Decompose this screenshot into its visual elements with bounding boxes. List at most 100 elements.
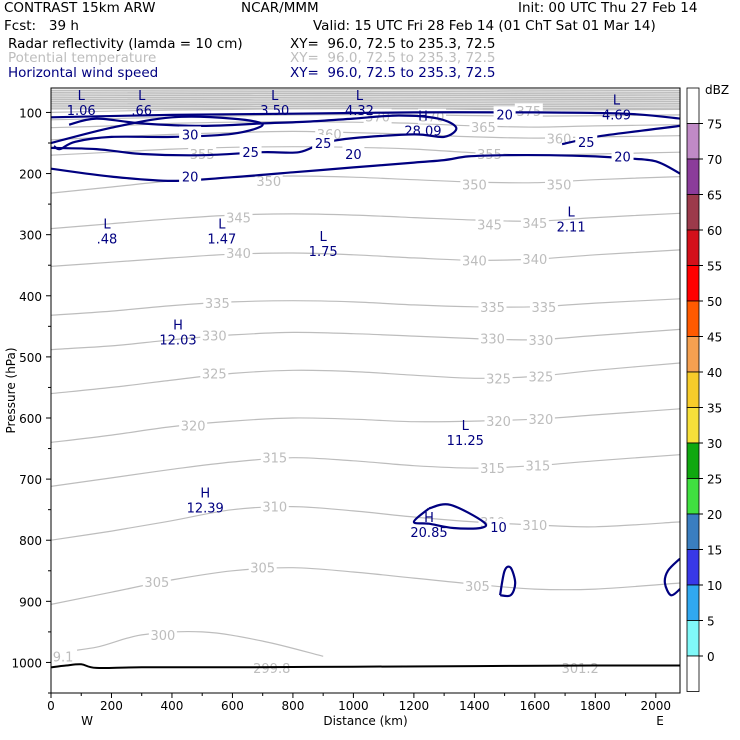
colorbar-swatch (686, 442, 700, 479)
theta-label-bg (529, 298, 558, 314)
wind-label: 30 (182, 128, 199, 143)
extremum-value: 28.09 (404, 124, 441, 139)
theta-label: 345 (226, 212, 251, 227)
colorbar-label: 20 (707, 508, 722, 522)
wind-label-bg (575, 133, 598, 149)
theta-label: 320 (486, 415, 511, 430)
wind-label: 20 (182, 171, 199, 186)
theta-label: 350 (256, 175, 281, 190)
y-tick-label: 900 (19, 595, 42, 609)
x-tick-label: 0 (47, 699, 55, 713)
colorbar-swatch (686, 371, 700, 408)
theta-label-bg (260, 498, 289, 514)
theta-label-bg (200, 365, 229, 381)
theta-label-bg (545, 130, 574, 146)
theta-label: 9.1 (53, 650, 74, 665)
colorbar-label: 75 (707, 118, 722, 132)
extremum-value: 11.25 (447, 434, 484, 449)
theta-label: 300 (150, 629, 175, 644)
colorbar-unit: dBZ (705, 83, 729, 97)
extremum-L: L (218, 218, 226, 233)
extremum-value: .48 (97, 233, 118, 248)
theta-label-bg (514, 103, 543, 119)
theta-isentrope-upper (51, 103, 680, 106)
colorbar-swatch (686, 407, 700, 444)
wind-isotach-25 (51, 114, 458, 157)
theta-label: 315 (262, 452, 287, 467)
theta-isentrope-upper (51, 100, 680, 103)
colorbar-swatch (686, 300, 700, 337)
theta-label: 320 (528, 413, 553, 428)
wind-isotach-20 (412, 503, 488, 530)
theta-label: 315 (480, 462, 505, 477)
field-wind-xy: XY= 96.0, 72.5 to 235.3, 72.5 (290, 65, 496, 81)
theta-isentrope-upper (51, 101, 680, 104)
theta-isentrope-370 (51, 114, 680, 121)
theta-label-bg (248, 559, 277, 575)
colorbar-label: 10 (707, 579, 722, 593)
theta-label-bg (188, 146, 217, 161)
theta-label-bg (484, 370, 513, 386)
theta-isentrope-upper (51, 90, 680, 93)
y-tick-label: 800 (19, 534, 42, 548)
theta-label: 335 (480, 301, 505, 316)
theta-label: 315 (525, 460, 550, 475)
theta-isentrope-320 (51, 408, 680, 443)
wind-isotach (499, 565, 517, 598)
colorbar-label: 35 (707, 402, 722, 416)
extremum-L: L (613, 94, 621, 109)
wind-label-bg (342, 146, 365, 161)
theta-label: 325 (486, 372, 511, 387)
colorbar-swatch (686, 584, 700, 621)
extremum-value: .66 (131, 104, 152, 119)
theta-isentrope-upper (51, 92, 680, 95)
theta-label-bg (460, 252, 489, 268)
x-end-label-east: E (656, 714, 664, 728)
theta-label: 345 (477, 218, 502, 233)
extremum-value: 12.39 (187, 501, 224, 516)
theta-isentrope-330 (51, 328, 680, 351)
y-tick-label: 300 (19, 229, 42, 243)
theta-label: 340 (226, 247, 251, 262)
theta-label-bg (179, 417, 208, 433)
x-axis-label: Distance (km) (323, 714, 407, 728)
extremum-L: L (138, 89, 146, 104)
colorbar-label: 65 (707, 189, 722, 203)
x-tick-label: 2000 (641, 699, 672, 713)
theta-isentrope-335 (51, 298, 680, 316)
colorbar-label: 45 (707, 331, 722, 345)
y-tick-label: 500 (19, 351, 42, 365)
colorbar-swatch (686, 336, 700, 373)
wind-label-bg (493, 106, 516, 122)
colorbar-label: 40 (707, 366, 722, 380)
extremum-L: L (78, 89, 86, 104)
x-tick-label: 1200 (399, 699, 430, 713)
extremum-L: L (356, 89, 364, 104)
extremum-value: 1.06 (67, 104, 96, 119)
plot-frame (50, 87, 681, 694)
wind-label: 10 (490, 521, 507, 536)
y-tick-label: 100 (19, 106, 42, 120)
y-tick-label: 200 (19, 168, 42, 182)
theta-label-bg (520, 516, 549, 532)
colorbar-label: 50 (707, 295, 722, 309)
wind-label: 25 (242, 146, 259, 161)
theta-label-bg (463, 578, 492, 594)
theta-label: 310 (522, 519, 547, 534)
extremum-L: L (462, 419, 470, 434)
wind-label-bg (487, 518, 510, 534)
wind-label-bg (611, 148, 634, 164)
x-end-label-west: W (81, 714, 93, 728)
theta-label-bg (148, 626, 177, 642)
forecast-hour: Fcst: 39 h (4, 18, 79, 34)
theta-label-bg (203, 295, 232, 311)
x-tick-label: 600 (221, 699, 244, 713)
extremum-L: L (103, 218, 111, 233)
theta-label-bg (200, 327, 229, 343)
theta-label-bg (526, 331, 555, 347)
colorbar-swatch (686, 123, 700, 160)
field-reflectivity-name: Radar reflectivity (lamda = 10 cm) (8, 36, 243, 52)
theta-label-bg (260, 449, 289, 465)
theta-label: 320 (181, 419, 206, 434)
valid-time: Valid: 15 UTC Fri 28 Feb 14 (01 ChT Sat … (313, 18, 656, 34)
